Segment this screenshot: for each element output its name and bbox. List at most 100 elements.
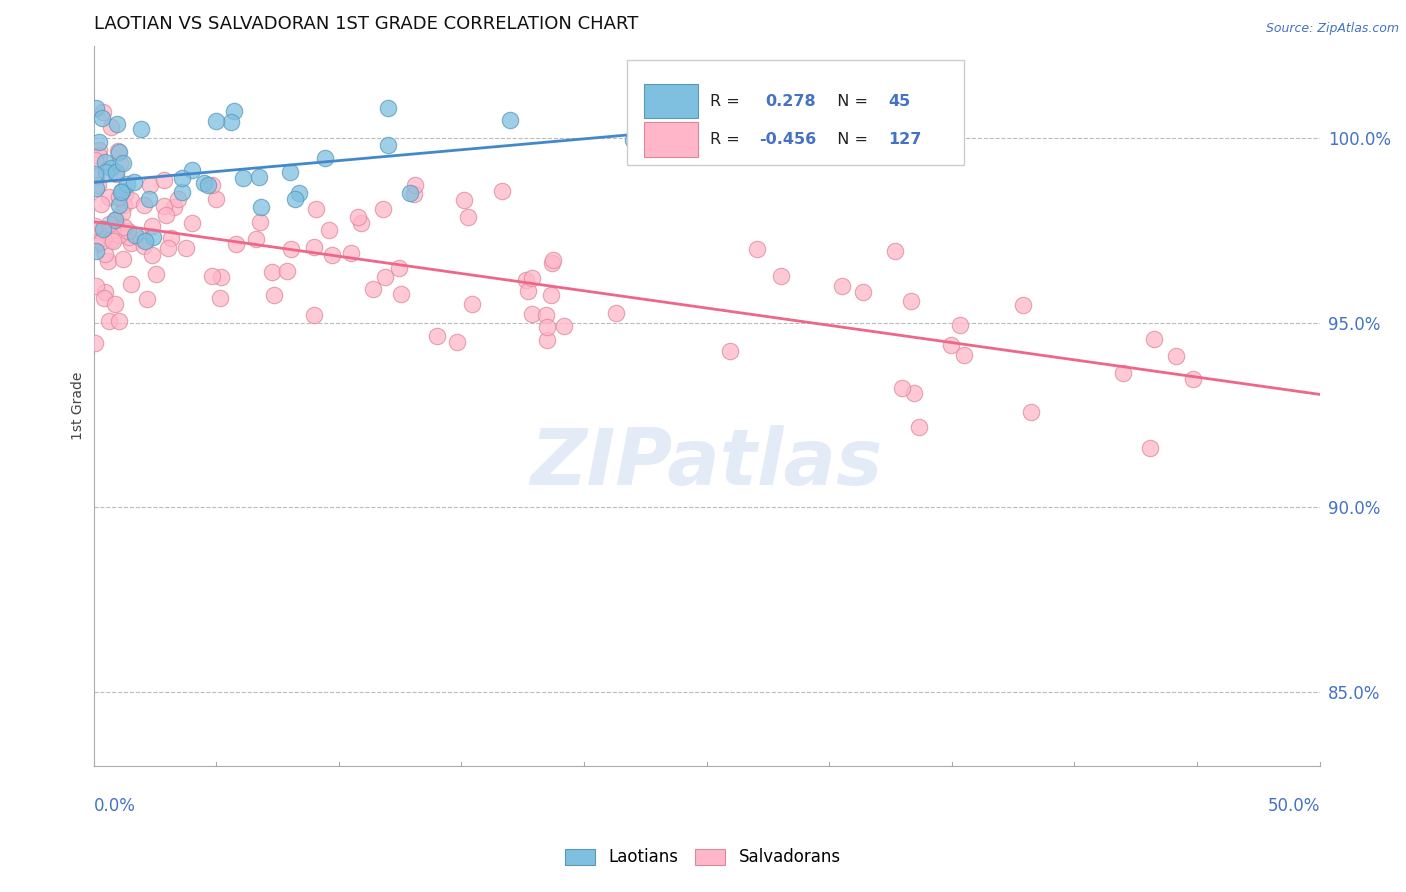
Point bbox=[108, 227, 131, 242]
Point bbox=[541, 256, 564, 270]
Text: N =: N = bbox=[827, 132, 873, 147]
Point bbox=[1112, 367, 1135, 381]
Point bbox=[86, 231, 108, 245]
Point bbox=[314, 151, 336, 165]
Point bbox=[104, 167, 127, 181]
Text: 127: 127 bbox=[889, 132, 921, 147]
Legend: Laotians, Salvadorans: Laotians, Salvadorans bbox=[558, 842, 848, 873]
Point bbox=[404, 178, 426, 192]
Point bbox=[222, 103, 245, 118]
Point bbox=[97, 253, 120, 268]
Point bbox=[361, 282, 384, 296]
Point bbox=[108, 145, 131, 159]
Point bbox=[145, 267, 167, 281]
Point bbox=[205, 114, 228, 128]
Point bbox=[522, 270, 544, 285]
Point bbox=[107, 144, 129, 158]
Point bbox=[84, 102, 107, 116]
Point bbox=[104, 213, 127, 227]
Text: ZIPatlas: ZIPatlas bbox=[530, 425, 883, 501]
Point bbox=[605, 306, 627, 320]
Point bbox=[156, 242, 179, 256]
Point bbox=[152, 173, 174, 187]
Point bbox=[517, 284, 540, 298]
Point bbox=[129, 122, 152, 136]
Point bbox=[1181, 371, 1204, 385]
Point bbox=[515, 273, 537, 287]
Point bbox=[131, 232, 153, 246]
Point bbox=[111, 184, 134, 198]
Point bbox=[302, 239, 325, 253]
Point bbox=[181, 216, 204, 230]
Point bbox=[205, 192, 228, 206]
Point bbox=[402, 187, 425, 202]
Text: Source: ZipAtlas.com: Source: ZipAtlas.com bbox=[1265, 22, 1399, 36]
Point bbox=[120, 236, 142, 251]
Point bbox=[120, 277, 142, 291]
Point bbox=[891, 380, 914, 394]
Point bbox=[884, 244, 907, 258]
Point bbox=[91, 222, 114, 236]
Point bbox=[138, 192, 160, 206]
Point bbox=[426, 328, 449, 343]
Point bbox=[141, 219, 163, 233]
Point bbox=[132, 198, 155, 212]
Point bbox=[1021, 405, 1043, 419]
Point bbox=[84, 235, 107, 250]
Point bbox=[86, 279, 108, 293]
Text: LAOTIAN VS SALVADORAN 1ST GRADE CORRELATION CHART: LAOTIAN VS SALVADORAN 1ST GRADE CORRELAT… bbox=[94, 15, 638, 33]
Point bbox=[134, 234, 156, 248]
Point bbox=[111, 206, 134, 220]
Point bbox=[446, 334, 468, 349]
Point bbox=[540, 288, 562, 302]
Point bbox=[1139, 442, 1161, 456]
Point bbox=[201, 269, 224, 284]
Text: -0.456: -0.456 bbox=[759, 132, 817, 147]
Point bbox=[377, 102, 399, 116]
Point bbox=[245, 231, 267, 245]
Point bbox=[142, 230, 165, 244]
Point bbox=[108, 313, 131, 327]
Point bbox=[104, 297, 127, 311]
Point bbox=[91, 234, 114, 248]
Point bbox=[225, 237, 247, 252]
Point bbox=[117, 224, 139, 238]
Point bbox=[745, 242, 768, 256]
Y-axis label: 1st Grade: 1st Grade bbox=[72, 372, 86, 440]
Point bbox=[84, 336, 107, 351]
Point bbox=[174, 241, 197, 255]
Text: R =: R = bbox=[710, 132, 745, 147]
FancyBboxPatch shape bbox=[644, 84, 697, 119]
Point bbox=[304, 308, 326, 322]
Point bbox=[553, 319, 575, 334]
Text: 50.0%: 50.0% bbox=[1267, 797, 1320, 814]
Point bbox=[83, 153, 105, 168]
Point bbox=[374, 270, 396, 285]
Point bbox=[347, 210, 370, 224]
Point bbox=[93, 285, 115, 299]
Point bbox=[155, 208, 177, 222]
Point bbox=[166, 192, 188, 206]
Point bbox=[93, 291, 115, 305]
Point bbox=[100, 161, 122, 175]
Point bbox=[219, 115, 242, 129]
Point bbox=[121, 193, 143, 207]
Point bbox=[94, 165, 117, 179]
Point bbox=[100, 226, 122, 240]
Point bbox=[453, 193, 475, 207]
Text: 0.278: 0.278 bbox=[765, 94, 815, 109]
Point bbox=[86, 223, 108, 237]
Point bbox=[201, 178, 224, 192]
Point bbox=[108, 189, 131, 203]
Point bbox=[949, 318, 972, 332]
Text: R =: R = bbox=[710, 94, 751, 109]
Point bbox=[163, 200, 186, 214]
Point bbox=[288, 186, 311, 201]
Point bbox=[534, 308, 557, 322]
Point bbox=[141, 248, 163, 262]
Point bbox=[124, 228, 146, 243]
Point bbox=[83, 167, 105, 181]
Point bbox=[98, 190, 121, 204]
Point bbox=[232, 171, 254, 186]
Point bbox=[276, 264, 298, 278]
